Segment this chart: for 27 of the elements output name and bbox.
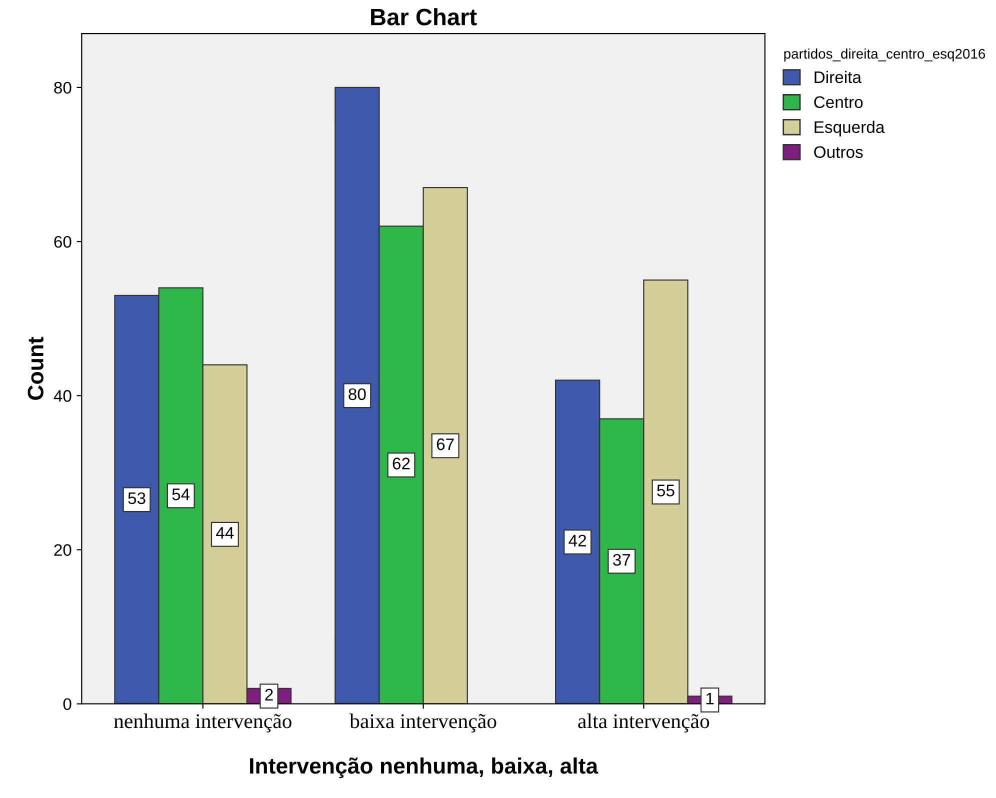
y-tick-label: 20 [54, 544, 72, 556]
data-label: 80 [348, 388, 366, 400]
y-tick-label: 60 [54, 236, 72, 248]
data-label: 55 [657, 484, 674, 496]
data-label: 37 [613, 554, 630, 566]
y-axis-title: Count [28, 336, 44, 400]
legend-title: partidos_direita_centro_esq2016 [784, 48, 986, 62]
y-tick-label: 0 [63, 698, 72, 710]
y-tick-label: 80 [54, 82, 72, 94]
legend-label: Esquerda [814, 120, 885, 136]
legend-label: Centro [814, 96, 863, 108]
data-label: 2 [265, 688, 273, 700]
x-tick-label: alta intervenção [578, 714, 710, 732]
data-label: 67 [436, 438, 454, 450]
legend-label: Outros [814, 146, 863, 158]
data-label: 54 [172, 488, 190, 500]
x-tick-label: baixa intervenção [350, 714, 496, 732]
data-label: 1 [706, 692, 714, 704]
data-label: 62 [392, 458, 410, 470]
data-label: 42 [568, 534, 586, 546]
y-tick-label: 40 [54, 390, 72, 402]
legend-label: Direita [814, 70, 862, 84]
chart-title: Bar Chart [371, 8, 477, 26]
data-label: 44 [216, 527, 234, 539]
data-label: 53 [128, 492, 146, 504]
x-tick-label: nenhuma intervenção [114, 714, 292, 732]
x-axis-title: Intervenção nenhuma, baixa, alta [250, 757, 598, 778]
